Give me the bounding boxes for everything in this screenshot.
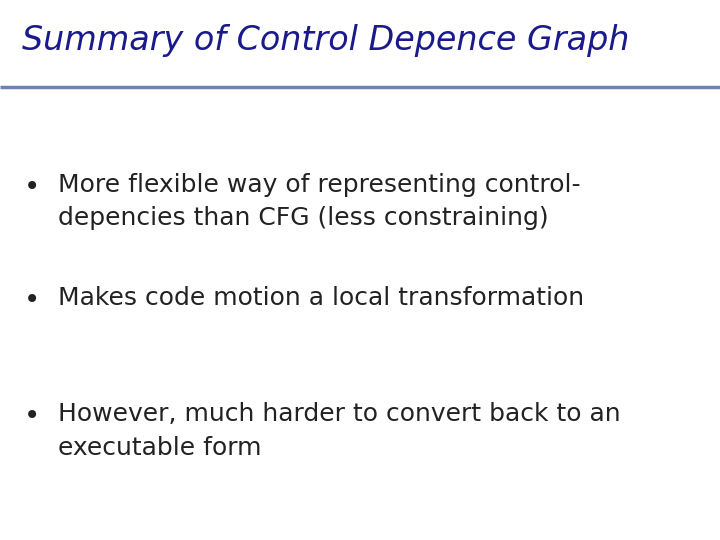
Text: Makes code motion a local transformation: Makes code motion a local transformation xyxy=(58,286,584,310)
Text: However, much harder to convert back to an
executable form: However, much harder to convert back to … xyxy=(58,402,620,460)
Text: Summary of Control Depence Graph: Summary of Control Depence Graph xyxy=(22,24,629,57)
Text: •: • xyxy=(24,173,40,201)
Text: More flexible way of representing control-
depencies than CFG (less constraining: More flexible way of representing contro… xyxy=(58,173,580,230)
Text: •: • xyxy=(24,402,40,430)
Text: •: • xyxy=(24,286,40,314)
